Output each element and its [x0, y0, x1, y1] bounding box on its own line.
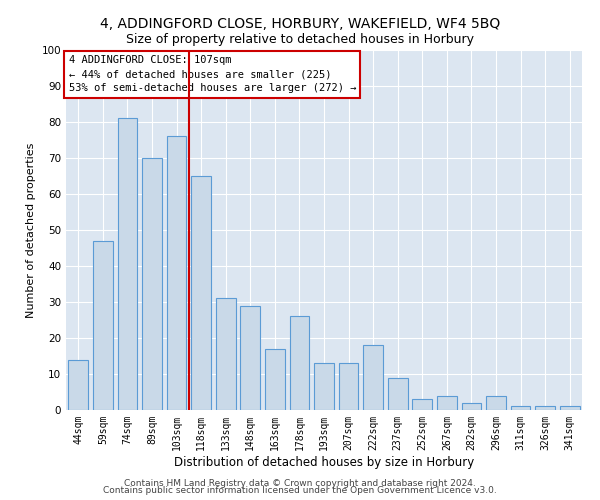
- Bar: [364, 345, 383, 410]
- Bar: [93, 241, 113, 410]
- Bar: [241, 306, 260, 410]
- X-axis label: Distribution of detached houses by size in Horbury: Distribution of detached houses by size …: [174, 456, 474, 468]
- Text: Size of property relative to detached houses in Horbury: Size of property relative to detached ho…: [126, 32, 474, 46]
- Bar: [486, 396, 506, 410]
- Text: Contains HM Land Registry data © Crown copyright and database right 2024.: Contains HM Land Registry data © Crown c…: [124, 478, 476, 488]
- Bar: [290, 316, 309, 410]
- Text: Contains public sector information licensed under the Open Government Licence v3: Contains public sector information licen…: [103, 486, 497, 495]
- Text: 4 ADDINGFORD CLOSE: 107sqm
← 44% of detached houses are smaller (225)
53% of sem: 4 ADDINGFORD CLOSE: 107sqm ← 44% of deta…: [68, 56, 356, 94]
- Bar: [412, 399, 432, 410]
- Bar: [314, 363, 334, 410]
- Bar: [388, 378, 407, 410]
- Bar: [560, 406, 580, 410]
- Bar: [461, 403, 481, 410]
- Bar: [68, 360, 88, 410]
- Bar: [142, 158, 162, 410]
- Bar: [118, 118, 137, 410]
- Bar: [167, 136, 187, 410]
- Bar: [339, 363, 358, 410]
- Bar: [216, 298, 236, 410]
- Bar: [437, 396, 457, 410]
- Y-axis label: Number of detached properties: Number of detached properties: [26, 142, 36, 318]
- Text: 4, ADDINGFORD CLOSE, HORBURY, WAKEFIELD, WF4 5BQ: 4, ADDINGFORD CLOSE, HORBURY, WAKEFIELD,…: [100, 18, 500, 32]
- Bar: [191, 176, 211, 410]
- Bar: [265, 349, 284, 410]
- Bar: [511, 406, 530, 410]
- Bar: [535, 406, 555, 410]
